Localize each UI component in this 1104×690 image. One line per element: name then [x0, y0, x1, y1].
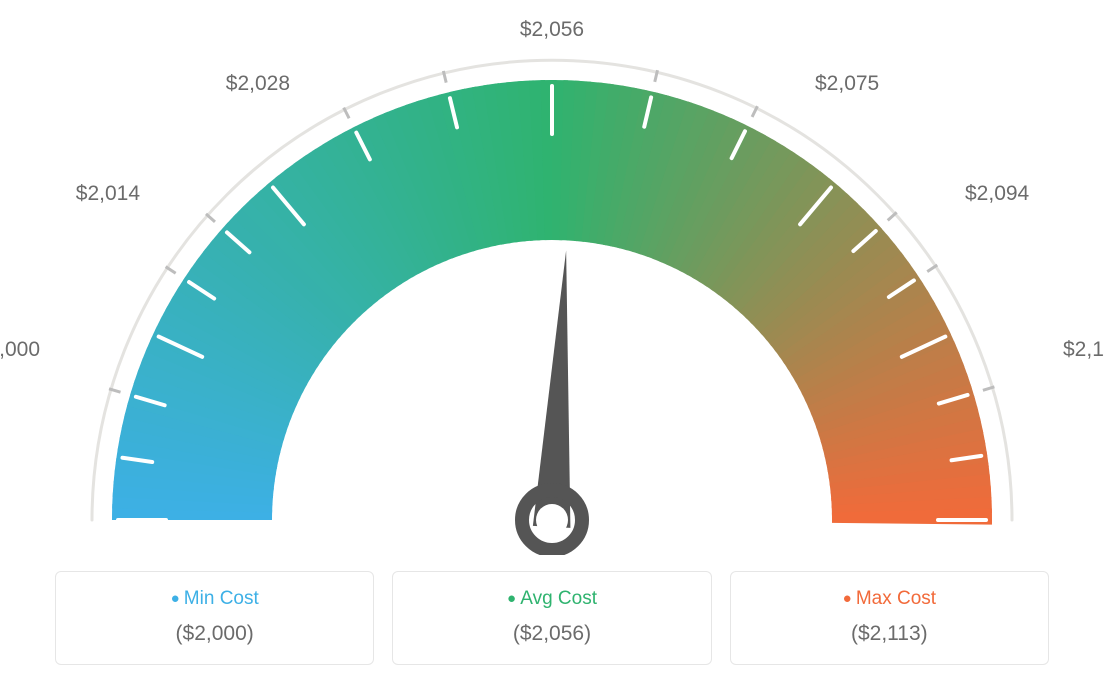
- gauge-tick-label: $2,094: [965, 182, 1029, 206]
- gauge-svg: [0, 0, 1104, 555]
- legend-min: Min Cost ($2,000): [55, 571, 374, 665]
- legend-avg-value: ($2,056): [403, 622, 700, 646]
- legend-max-value: ($2,113): [741, 622, 1038, 646]
- legend-avg-title: Avg Cost: [403, 588, 700, 610]
- legend-max-title: Max Cost: [741, 588, 1038, 610]
- gauge-tick-label: $2,075: [815, 72, 879, 96]
- legend-row: Min Cost ($2,000) Avg Cost ($2,056) Max …: [55, 571, 1049, 665]
- legend-min-value: ($2,000): [66, 622, 363, 646]
- gauge-tick-label: $2,014: [76, 182, 140, 206]
- gauge-tick-label: $2,113: [1063, 338, 1104, 362]
- legend-max: Max Cost ($2,113): [730, 571, 1049, 665]
- gauge-tick-label: $2,000: [0, 338, 40, 362]
- cost-gauge-container: $2,000 $2,014 $2,028 $2,056 $2,075 $2,094 $2,1…: [0, 0, 1104, 690]
- gauge-tick-label: $2,028: [226, 72, 290, 96]
- legend-avg: Avg Cost ($2,056): [392, 571, 711, 665]
- legend-min-title: Min Cost: [66, 588, 363, 610]
- gauge-chart: $2,000 $2,014 $2,028 $2,056 $2,075 $2,094 $2,1…: [0, 0, 1104, 555]
- gauge-tick-label: $2,056: [520, 18, 584, 42]
